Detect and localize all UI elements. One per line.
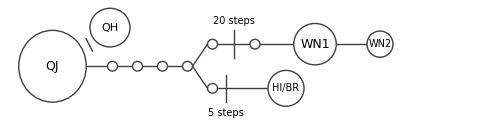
Text: HI/BR: HI/BR <box>272 83 299 93</box>
Text: WN1: WN1 <box>300 38 330 51</box>
Ellipse shape <box>367 31 393 57</box>
Ellipse shape <box>208 83 218 93</box>
Text: 5 steps: 5 steps <box>208 108 244 118</box>
Text: 20 steps: 20 steps <box>213 16 255 26</box>
Ellipse shape <box>132 61 142 71</box>
Ellipse shape <box>268 70 304 106</box>
Text: WN2: WN2 <box>368 39 392 49</box>
Ellipse shape <box>294 23 336 65</box>
Ellipse shape <box>158 61 168 71</box>
Ellipse shape <box>182 61 192 71</box>
Ellipse shape <box>90 8 130 47</box>
Ellipse shape <box>108 61 118 71</box>
Ellipse shape <box>250 39 260 49</box>
Text: QH: QH <box>102 23 118 33</box>
Ellipse shape <box>19 30 86 102</box>
Ellipse shape <box>208 39 218 49</box>
Text: QJ: QJ <box>46 60 60 73</box>
